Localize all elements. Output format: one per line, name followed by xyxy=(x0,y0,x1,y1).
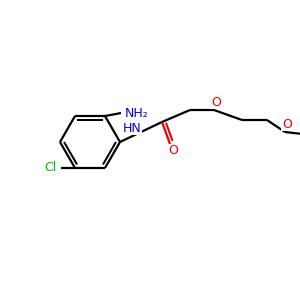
Text: O: O xyxy=(211,95,221,109)
Text: O: O xyxy=(282,118,292,130)
Text: Cl: Cl xyxy=(45,161,57,175)
Text: O: O xyxy=(168,145,178,158)
Text: HN: HN xyxy=(123,122,141,134)
Text: NH₂: NH₂ xyxy=(125,106,149,119)
